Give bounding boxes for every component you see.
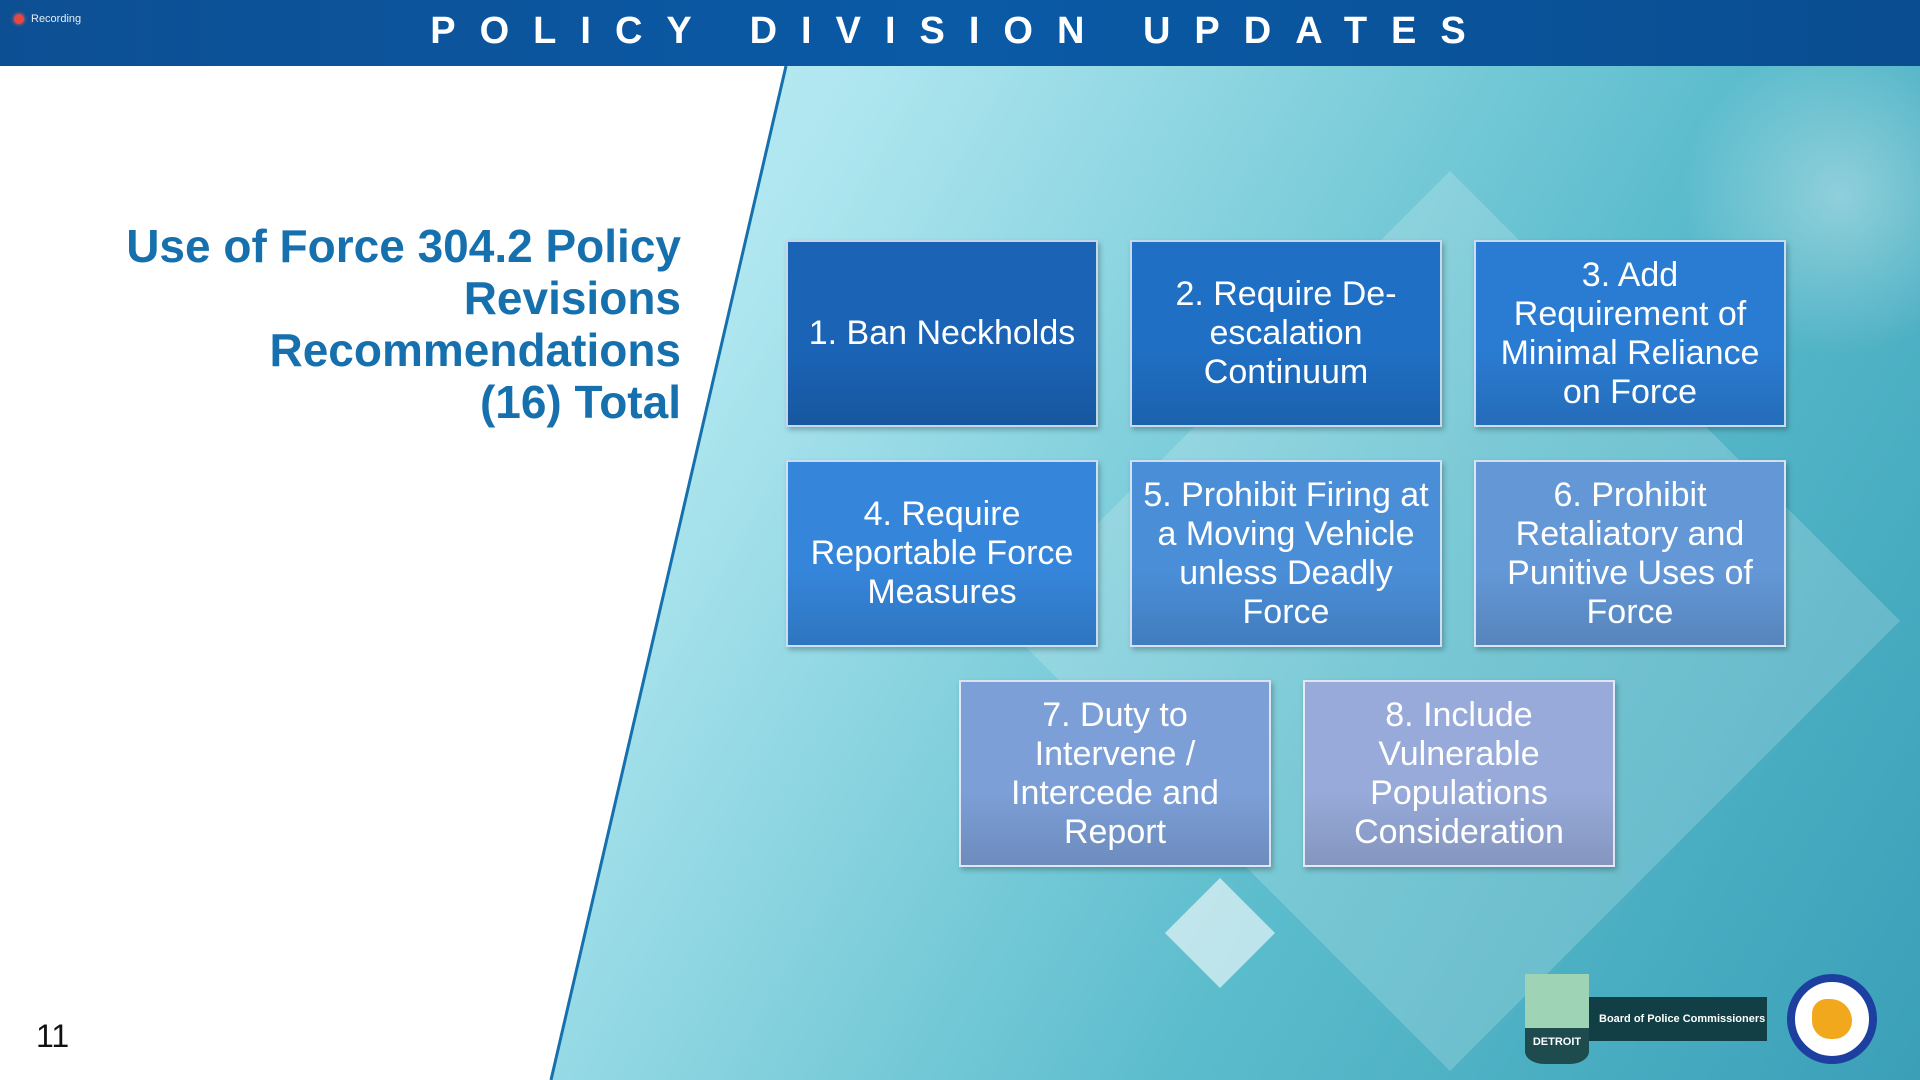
title-bar: Recording POLICY DIVISION UPDATES [0, 0, 1920, 66]
board-name-banner: Board of Police Commissioners [1589, 997, 1767, 1041]
heading-line: Recommendations [269, 324, 681, 376]
recording-label: Recording [31, 13, 82, 25]
recommendation-box: 4. Require Reportable Force Measures [786, 460, 1098, 647]
slide-heading: Use of Force 304.2 Policy Revisions Reco… [61, 220, 681, 428]
slide-title: POLICY DIVISION UPDATES [430, 10, 1490, 52]
recommendation-box: 7. Duty to Intervene / Intercede and Rep… [959, 680, 1271, 867]
recommendation-box: 3. Add Requirement of Minimal Reliance o… [1474, 240, 1786, 427]
recording-dot-icon [14, 14, 24, 24]
slide: Use of Force 304.2 Policy Revisions Reco… [0, 66, 1920, 1080]
recommendation-box: 1. Ban Neckholds [786, 240, 1098, 427]
logo-group: DETROIT Board of Police Commissioners [1525, 971, 1877, 1067]
recommendation-box: 6. Prohibit Retaliatory and Punitive Use… [1474, 460, 1786, 647]
recommendation-box: 5. Prohibit Firing at a Moving Vehicle u… [1130, 460, 1442, 647]
heading-line: (16) Total [479, 376, 681, 428]
recording-indicator: Recording [14, 13, 81, 25]
heading-line: Use of Force 304.2 Policy [126, 220, 681, 272]
police-commissioners-seal-icon [1787, 974, 1877, 1064]
heading-line: Revisions [463, 272, 681, 324]
recommendation-box: 8. Include Vulnerable Populations Consid… [1303, 680, 1615, 867]
recommendation-box: 2. Require De-escalation Continuum [1130, 240, 1442, 427]
city-of-detroit-logo: DETROIT [1525, 974, 1589, 1064]
page-number: 11 [36, 1018, 70, 1054]
